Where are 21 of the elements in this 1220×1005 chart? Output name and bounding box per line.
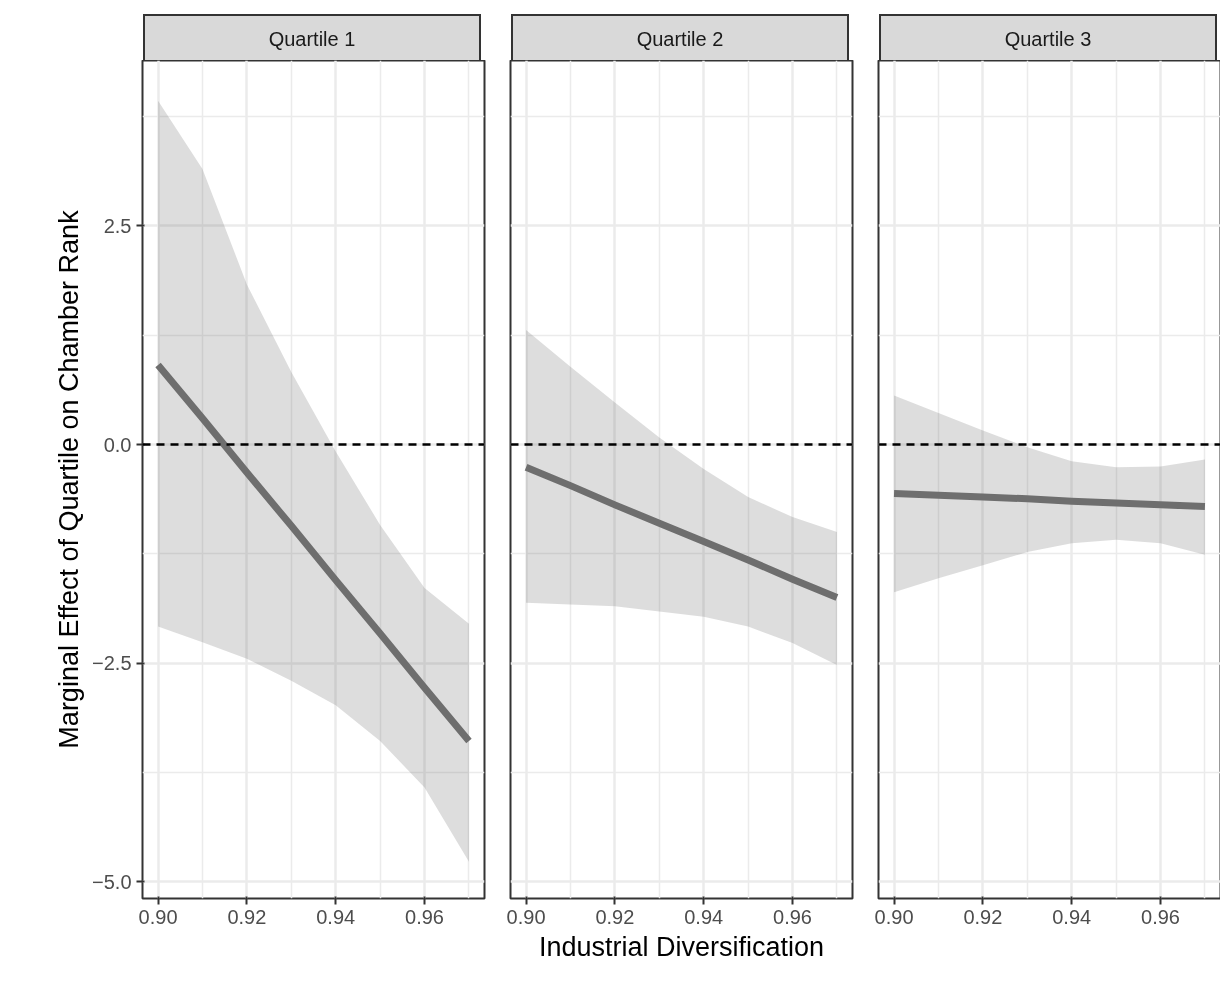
- y-tick-label: −5.0: [92, 870, 132, 893]
- x-tick-label: 0.90: [874, 905, 914, 928]
- y-tick-label: 0.0: [103, 433, 132, 456]
- x-tick-label: 0.94: [1052, 905, 1092, 928]
- x-tick-label: 0.90: [138, 905, 178, 928]
- y-tick-label: 2.5: [103, 214, 132, 237]
- x-tick-label: 0.96: [773, 905, 813, 928]
- y-axis-title: Marginal Effect of Quartile on Chamber Rank: [54, 209, 85, 749]
- chart-title: Quartile 2: [636, 27, 724, 52]
- x-tick-label: 0.90: [506, 905, 546, 928]
- x-tick-label: 0.92: [227, 905, 267, 928]
- x-axis-title: Industrial Diversification: [538, 931, 825, 962]
- chart-title: Quartile 3: [1004, 27, 1092, 52]
- x-tick-label: 0.96: [1141, 905, 1181, 928]
- x-tick-label: 0.94: [316, 905, 356, 928]
- x-tick-label: 0.94: [684, 905, 724, 928]
- y-tick-label: −2.5: [92, 652, 132, 675]
- x-tick-label: 0.96: [405, 905, 445, 928]
- x-tick-label: 0.92: [963, 905, 1003, 928]
- x-tick-label: 0.92: [595, 905, 635, 928]
- chart-title: Quartile 1: [268, 27, 356, 52]
